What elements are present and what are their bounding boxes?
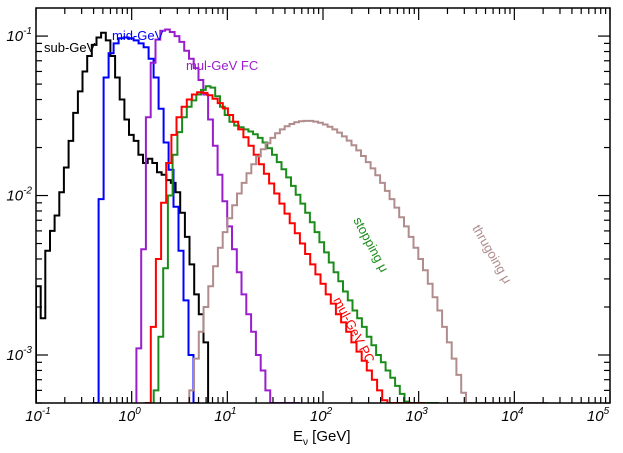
y-tick-label: 10-1 (6, 26, 32, 45)
x-axis-label-main: E (293, 428, 303, 445)
y-tick-label: 10-3 (6, 345, 32, 364)
series-line-2 (135, 28, 300, 403)
x-axis-label-unit: [GeV] (308, 428, 351, 445)
x-tick-label: 104 (501, 406, 524, 425)
series-label-1: mid-GeV (112, 28, 164, 43)
x-tick-label: 102 (310, 406, 333, 425)
x-tick-label: 10-1 (25, 406, 51, 425)
x-axis-label-sub: ν (303, 437, 308, 448)
series-layer (36, 28, 549, 403)
series-label-0: sub-GeV (44, 40, 96, 55)
series-line-4 (144, 91, 425, 403)
series-label-2: mul-GeV FC (186, 58, 258, 73)
x-tick-label: 105 (587, 406, 610, 425)
labels-layer: 10-1 100 101 102 103 104 105 10-3 10-2 10-1 sub-Ge… (6, 26, 609, 425)
series-label-3: stopping μ (350, 214, 392, 274)
x-tick-label: 100 (119, 406, 142, 425)
plot-frame (35, 7, 611, 404)
series-line-1 (92, 36, 200, 403)
x-tick-label: 103 (406, 406, 429, 425)
y-tick-label: 10-2 (6, 186, 32, 205)
series-label-4: mul-GeV PC (330, 294, 378, 365)
series-line-0 (36, 31, 210, 403)
series-line-5 (188, 119, 549, 403)
x-tick-label: 101 (214, 406, 236, 425)
ticks-layer (35, 8, 611, 404)
x-axis-label: Eν [GeV] (293, 428, 351, 448)
series-label-5: thrugoing μ (469, 222, 515, 286)
series-line-3 (152, 85, 439, 403)
